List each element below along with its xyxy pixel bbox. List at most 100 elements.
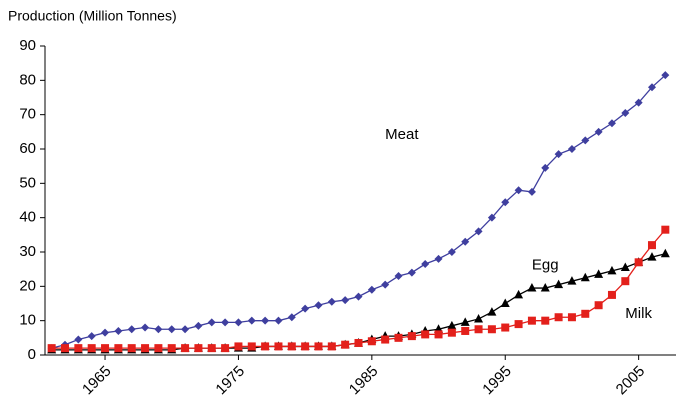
point bbox=[61, 344, 70, 353]
point bbox=[527, 187, 536, 196]
point bbox=[381, 335, 390, 344]
point bbox=[407, 332, 416, 341]
point bbox=[487, 307, 497, 316]
point bbox=[541, 316, 550, 325]
point bbox=[554, 279, 564, 289]
point bbox=[621, 277, 630, 286]
point bbox=[567, 313, 576, 322]
point bbox=[607, 290, 616, 299]
point bbox=[581, 136, 590, 145]
point bbox=[114, 344, 123, 353]
point bbox=[114, 326, 123, 335]
point bbox=[127, 325, 136, 334]
point bbox=[487, 213, 496, 222]
point bbox=[607, 119, 616, 128]
point bbox=[620, 262, 630, 271]
y-tick-label: 80 bbox=[19, 71, 36, 88]
point bbox=[194, 344, 203, 353]
point bbox=[234, 342, 243, 351]
point bbox=[341, 296, 350, 305]
point bbox=[274, 316, 283, 325]
point bbox=[234, 318, 243, 327]
point bbox=[247, 342, 256, 351]
point bbox=[647, 252, 657, 261]
series-line bbox=[51, 229, 666, 349]
point bbox=[661, 71, 670, 80]
series-label: Meat bbox=[385, 126, 419, 143]
point bbox=[541, 163, 550, 172]
point bbox=[247, 316, 256, 325]
series-label: Milk bbox=[625, 305, 652, 322]
point bbox=[261, 316, 270, 325]
x-tick-label: 1995 bbox=[479, 363, 515, 399]
y-tick-label: 20 bbox=[19, 277, 36, 294]
point bbox=[167, 344, 176, 353]
point bbox=[314, 342, 323, 351]
point bbox=[460, 317, 470, 326]
x-tick-label: 1975 bbox=[212, 363, 248, 399]
point bbox=[74, 344, 83, 353]
point bbox=[394, 272, 403, 281]
point bbox=[474, 313, 484, 323]
y-tick-label: 10 bbox=[19, 312, 36, 329]
y-tick-label: 0 bbox=[28, 346, 36, 363]
point bbox=[367, 337, 376, 346]
point bbox=[407, 268, 416, 277]
point bbox=[527, 283, 537, 292]
point bbox=[181, 344, 190, 353]
point bbox=[514, 289, 524, 299]
point bbox=[354, 292, 363, 301]
point bbox=[514, 320, 523, 329]
point bbox=[447, 328, 456, 337]
point bbox=[101, 344, 110, 353]
point bbox=[367, 285, 376, 294]
point bbox=[501, 198, 510, 207]
point bbox=[341, 340, 350, 349]
point bbox=[634, 258, 643, 267]
point bbox=[500, 298, 510, 307]
x-tick-label: 2005 bbox=[613, 363, 649, 399]
point bbox=[581, 309, 590, 318]
y-tick-label: 30 bbox=[19, 243, 36, 260]
point bbox=[167, 325, 176, 334]
point bbox=[434, 254, 443, 263]
y-tick-label: 60 bbox=[19, 140, 36, 157]
y-tick-label: 50 bbox=[19, 174, 36, 191]
point bbox=[154, 325, 163, 334]
point bbox=[314, 301, 323, 310]
point bbox=[327, 297, 336, 306]
point bbox=[554, 313, 563, 322]
point bbox=[207, 318, 216, 327]
point bbox=[647, 241, 656, 250]
point bbox=[287, 313, 296, 322]
point bbox=[621, 108, 630, 117]
point bbox=[221, 318, 230, 327]
point bbox=[127, 344, 136, 353]
point bbox=[461, 237, 470, 246]
point bbox=[101, 328, 110, 337]
point bbox=[540, 283, 550, 292]
point bbox=[607, 265, 617, 275]
point bbox=[47, 344, 56, 353]
point bbox=[474, 325, 483, 334]
point bbox=[594, 127, 603, 136]
point bbox=[567, 276, 577, 285]
point bbox=[87, 344, 96, 353]
point bbox=[527, 316, 536, 325]
point bbox=[381, 280, 390, 289]
x-tick-label: 1965 bbox=[79, 363, 115, 399]
point bbox=[514, 186, 523, 195]
point bbox=[301, 342, 310, 351]
point bbox=[487, 325, 496, 334]
point bbox=[354, 338, 363, 347]
y-tick-label: 70 bbox=[19, 106, 36, 123]
point bbox=[421, 330, 430, 339]
point bbox=[647, 83, 656, 92]
point bbox=[660, 248, 670, 258]
series-line bbox=[51, 74, 666, 349]
point bbox=[421, 260, 430, 269]
point bbox=[594, 301, 603, 310]
point bbox=[567, 145, 576, 153]
point bbox=[287, 342, 296, 351]
